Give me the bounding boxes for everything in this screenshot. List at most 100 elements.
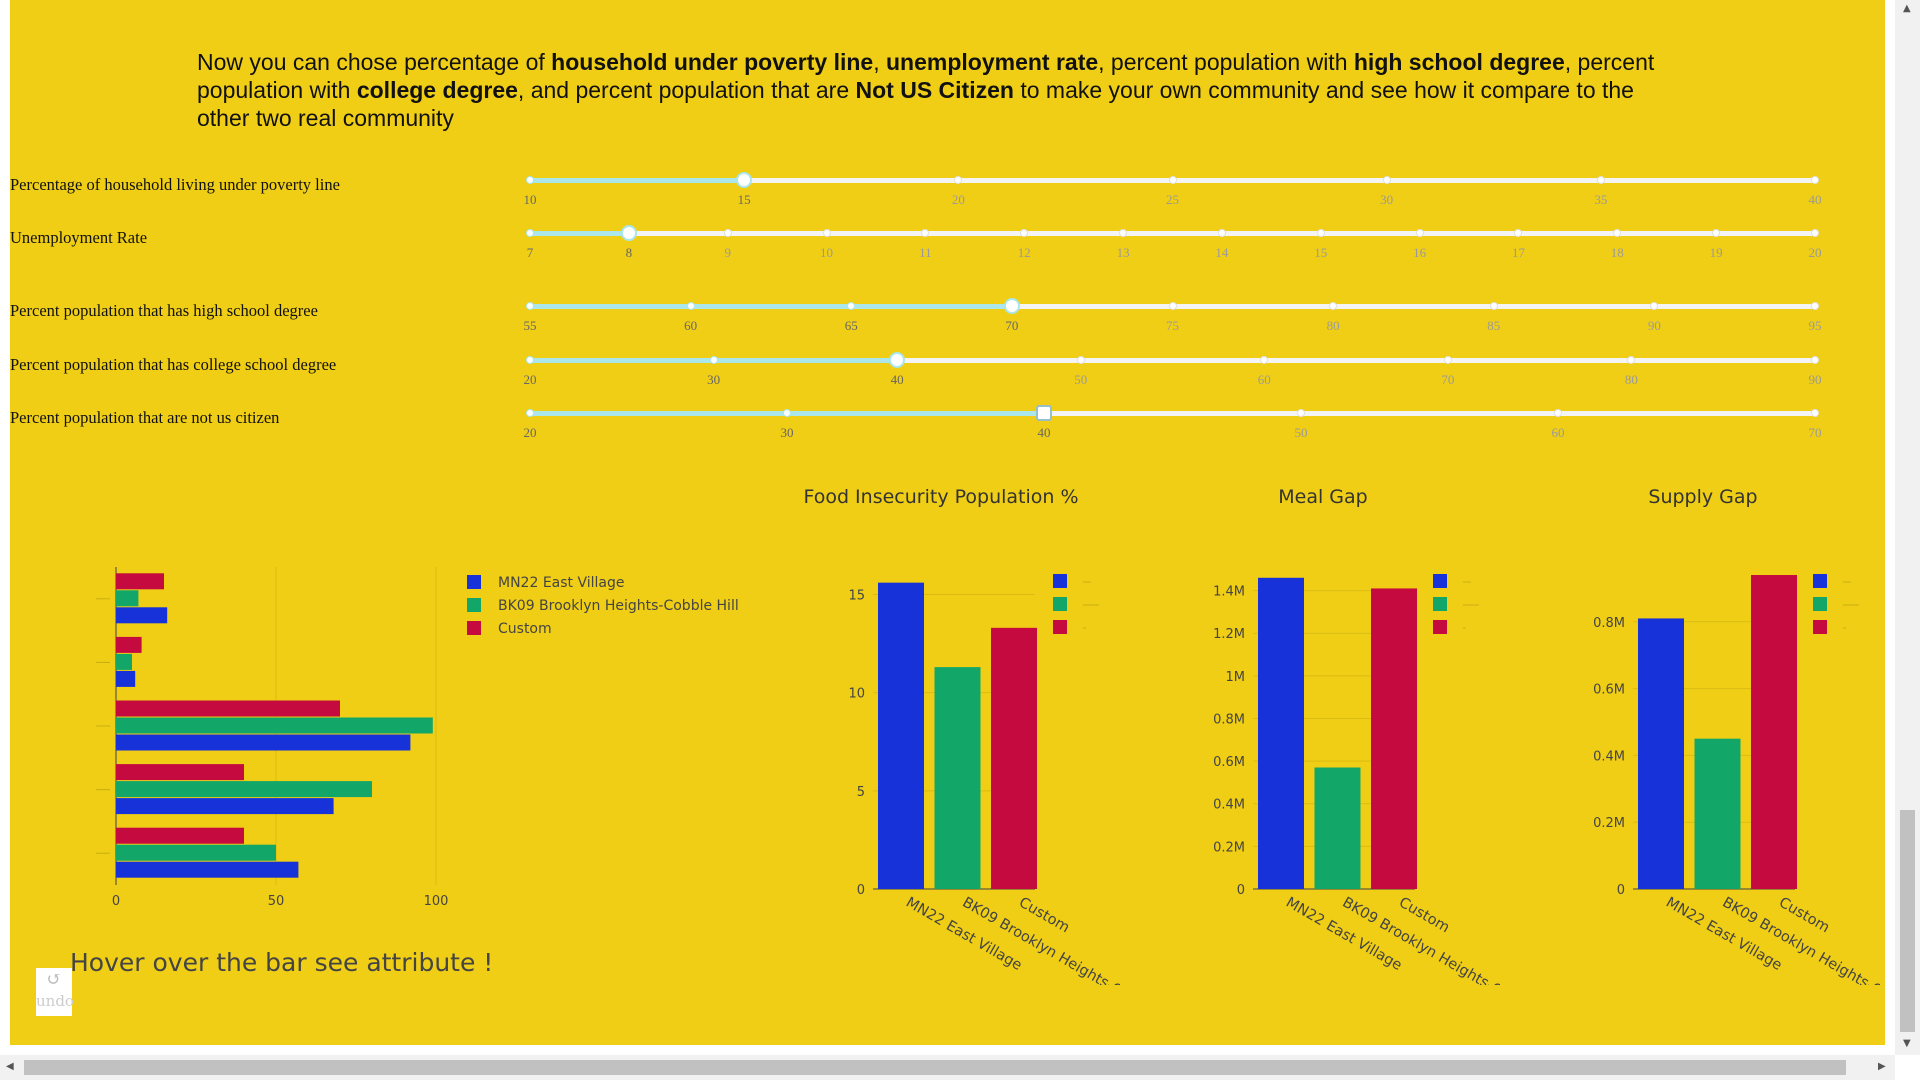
bar-east-village[interactable] xyxy=(116,734,411,751)
slider-mark-label[interactable]: 90 xyxy=(1808,372,1822,387)
slider-mark-label[interactable]: 30 xyxy=(780,425,794,440)
slider-mark-label[interactable]: 85 xyxy=(1487,318,1501,333)
slider-mark-label[interactable]: 10 xyxy=(523,192,537,207)
slider-mark-label[interactable]: 80 xyxy=(1326,318,1340,333)
bar-custom[interactable] xyxy=(116,573,164,590)
bar-brooklyn[interactable] xyxy=(116,717,433,734)
slider-mark-label[interactable]: 50 xyxy=(1074,372,1088,387)
undo-button[interactable]: ↺ undo xyxy=(36,968,74,1016)
bar-east-village[interactable] xyxy=(878,582,924,889)
slider-dot[interactable] xyxy=(1415,229,1424,237)
bar-custom[interactable] xyxy=(116,700,340,717)
slider-mark-label[interactable]: 16 xyxy=(1413,245,1427,260)
bar-brooklyn[interactable] xyxy=(116,653,132,670)
horizontal-scrollbar[interactable]: ◀ ▶ xyxy=(0,1055,1895,1080)
bar-brooklyn[interactable] xyxy=(116,781,372,798)
slider-dot[interactable] xyxy=(783,409,791,417)
slider-mark-label[interactable]: 14 xyxy=(1215,245,1229,260)
vertical-scrollbar[interactable]: ▲ ▼ xyxy=(1895,0,1920,1055)
slider-dot[interactable] xyxy=(1811,409,1819,417)
slider-handle[interactable] xyxy=(620,225,637,241)
slider-handle[interactable] xyxy=(1036,405,1052,421)
slider-dot[interactable] xyxy=(1382,176,1391,184)
slider-mark-label[interactable]: 19 xyxy=(1709,245,1723,260)
slider-dot[interactable] xyxy=(1811,229,1819,237)
slider-mark-label[interactable]: 65 xyxy=(844,318,858,333)
slider-dot[interactable] xyxy=(1217,229,1226,237)
slider-dot[interactable] xyxy=(1119,229,1128,237)
slider-dot[interactable] xyxy=(526,229,534,237)
vertical-scroll-thumb[interactable] xyxy=(1900,810,1915,1032)
slider-mark-label[interactable]: 60 xyxy=(1551,425,1565,440)
slider-mark-label[interactable]: 95 xyxy=(1808,318,1822,333)
slider-dot[interactable] xyxy=(686,302,695,310)
slider-dot[interactable] xyxy=(1168,302,1177,310)
slider-dot[interactable] xyxy=(1260,356,1269,364)
slider-rail[interactable] xyxy=(530,358,1815,363)
slider-mark-label[interactable]: 70 xyxy=(1808,425,1822,440)
slider-mark-label[interactable]: 20 xyxy=(951,192,965,207)
slider-mark-label[interactable]: 55 xyxy=(523,318,537,333)
slider-mark-label[interactable]: 13 xyxy=(1116,245,1130,260)
slider-mark-label[interactable]: 12 xyxy=(1017,245,1031,260)
slider-dot[interactable] xyxy=(1329,302,1338,310)
slider-mark-label[interactable]: 15 xyxy=(1314,245,1328,260)
slider-handle[interactable] xyxy=(889,352,906,368)
horizontal-bar-chart[interactable]: 0 50 100 MN22 East Village BK09 Brooklyn Hei… xyxy=(50,555,780,915)
slider-dot[interactable] xyxy=(1168,176,1177,184)
slider-mark-label[interactable]: 15 xyxy=(737,192,751,207)
bar-custom[interactable] xyxy=(116,827,244,844)
bar-custom[interactable] xyxy=(991,627,1037,889)
slider-dot[interactable] xyxy=(1076,356,1085,364)
slider-dot[interactable] xyxy=(1020,229,1029,237)
slider-dot[interactable] xyxy=(526,356,534,364)
scroll-up-icon[interactable]: ▲ xyxy=(1903,3,1911,14)
bar-brooklyn[interactable] xyxy=(934,667,981,889)
slider-mark-label[interactable]: 9 xyxy=(724,245,731,260)
slider-dot[interactable] xyxy=(1627,356,1636,364)
bar-brooklyn[interactable] xyxy=(1314,767,1361,890)
range-slider[interactable]: 20 30 40 50 60 70 80 90 xyxy=(524,352,1822,398)
scroll-left-icon[interactable]: ◀ xyxy=(6,1061,14,1072)
slider-mark-label[interactable]: 30 xyxy=(707,372,721,387)
slider-dot[interactable] xyxy=(1613,229,1622,237)
slider-mark-label[interactable]: 60 xyxy=(1257,372,1271,387)
bar-brooklyn[interactable] xyxy=(116,844,276,861)
slider-handle[interactable] xyxy=(736,172,753,188)
bar-brooklyn[interactable] xyxy=(116,590,139,607)
slider-mark-label[interactable]: 18 xyxy=(1610,245,1624,260)
slider-mark-label[interactable]: 20 xyxy=(1808,245,1822,260)
slider-handle[interactable] xyxy=(1003,298,1020,314)
slider-dot[interactable] xyxy=(921,229,930,237)
slider-dot[interactable] xyxy=(709,356,718,364)
slider-dot[interactable] xyxy=(526,176,534,184)
slider-mark-label[interactable]: 20 xyxy=(523,372,537,387)
slider-mark-label[interactable]: 70 xyxy=(1005,318,1019,333)
slider-dot[interactable] xyxy=(1811,302,1819,310)
horizontal-scroll-thumb[interactable] xyxy=(24,1060,1846,1075)
slider-dot[interactable] xyxy=(1811,176,1819,184)
slider-mark-label[interactable]: 7 xyxy=(526,245,534,260)
slider-mark-label[interactable]: 10 xyxy=(820,245,834,260)
bar-custom[interactable] xyxy=(116,636,142,653)
range-slider[interactable]: 10 15 20 25 30 35 40 xyxy=(524,172,1822,218)
slider-mark-label[interactable]: 40 xyxy=(890,372,904,387)
slider-dot[interactable] xyxy=(723,229,732,237)
slider-dot[interactable] xyxy=(822,229,831,237)
bar-custom[interactable] xyxy=(1751,575,1797,889)
slider-dot[interactable] xyxy=(954,176,963,184)
bar-custom[interactable] xyxy=(116,764,244,781)
slider-mark-label[interactable]: 40 xyxy=(1808,192,1822,207)
slider-mark-label[interactable]: 40 xyxy=(1037,425,1051,440)
scroll-right-icon[interactable]: ▶ xyxy=(1878,1061,1886,1072)
bar-east-village[interactable] xyxy=(116,670,136,687)
slider-dot[interactable] xyxy=(1443,356,1452,364)
slider-mark-label[interactable]: 70 xyxy=(1441,372,1455,387)
bar-east-village[interactable] xyxy=(1258,577,1304,889)
range-slider[interactable]: 20 30 40 50 60 70 xyxy=(524,405,1822,451)
slider-rail[interactable] xyxy=(530,411,1815,416)
slider-mark-label[interactable]: 35 xyxy=(1594,192,1608,207)
slider-mark-label[interactable]: 75 xyxy=(1166,318,1179,333)
